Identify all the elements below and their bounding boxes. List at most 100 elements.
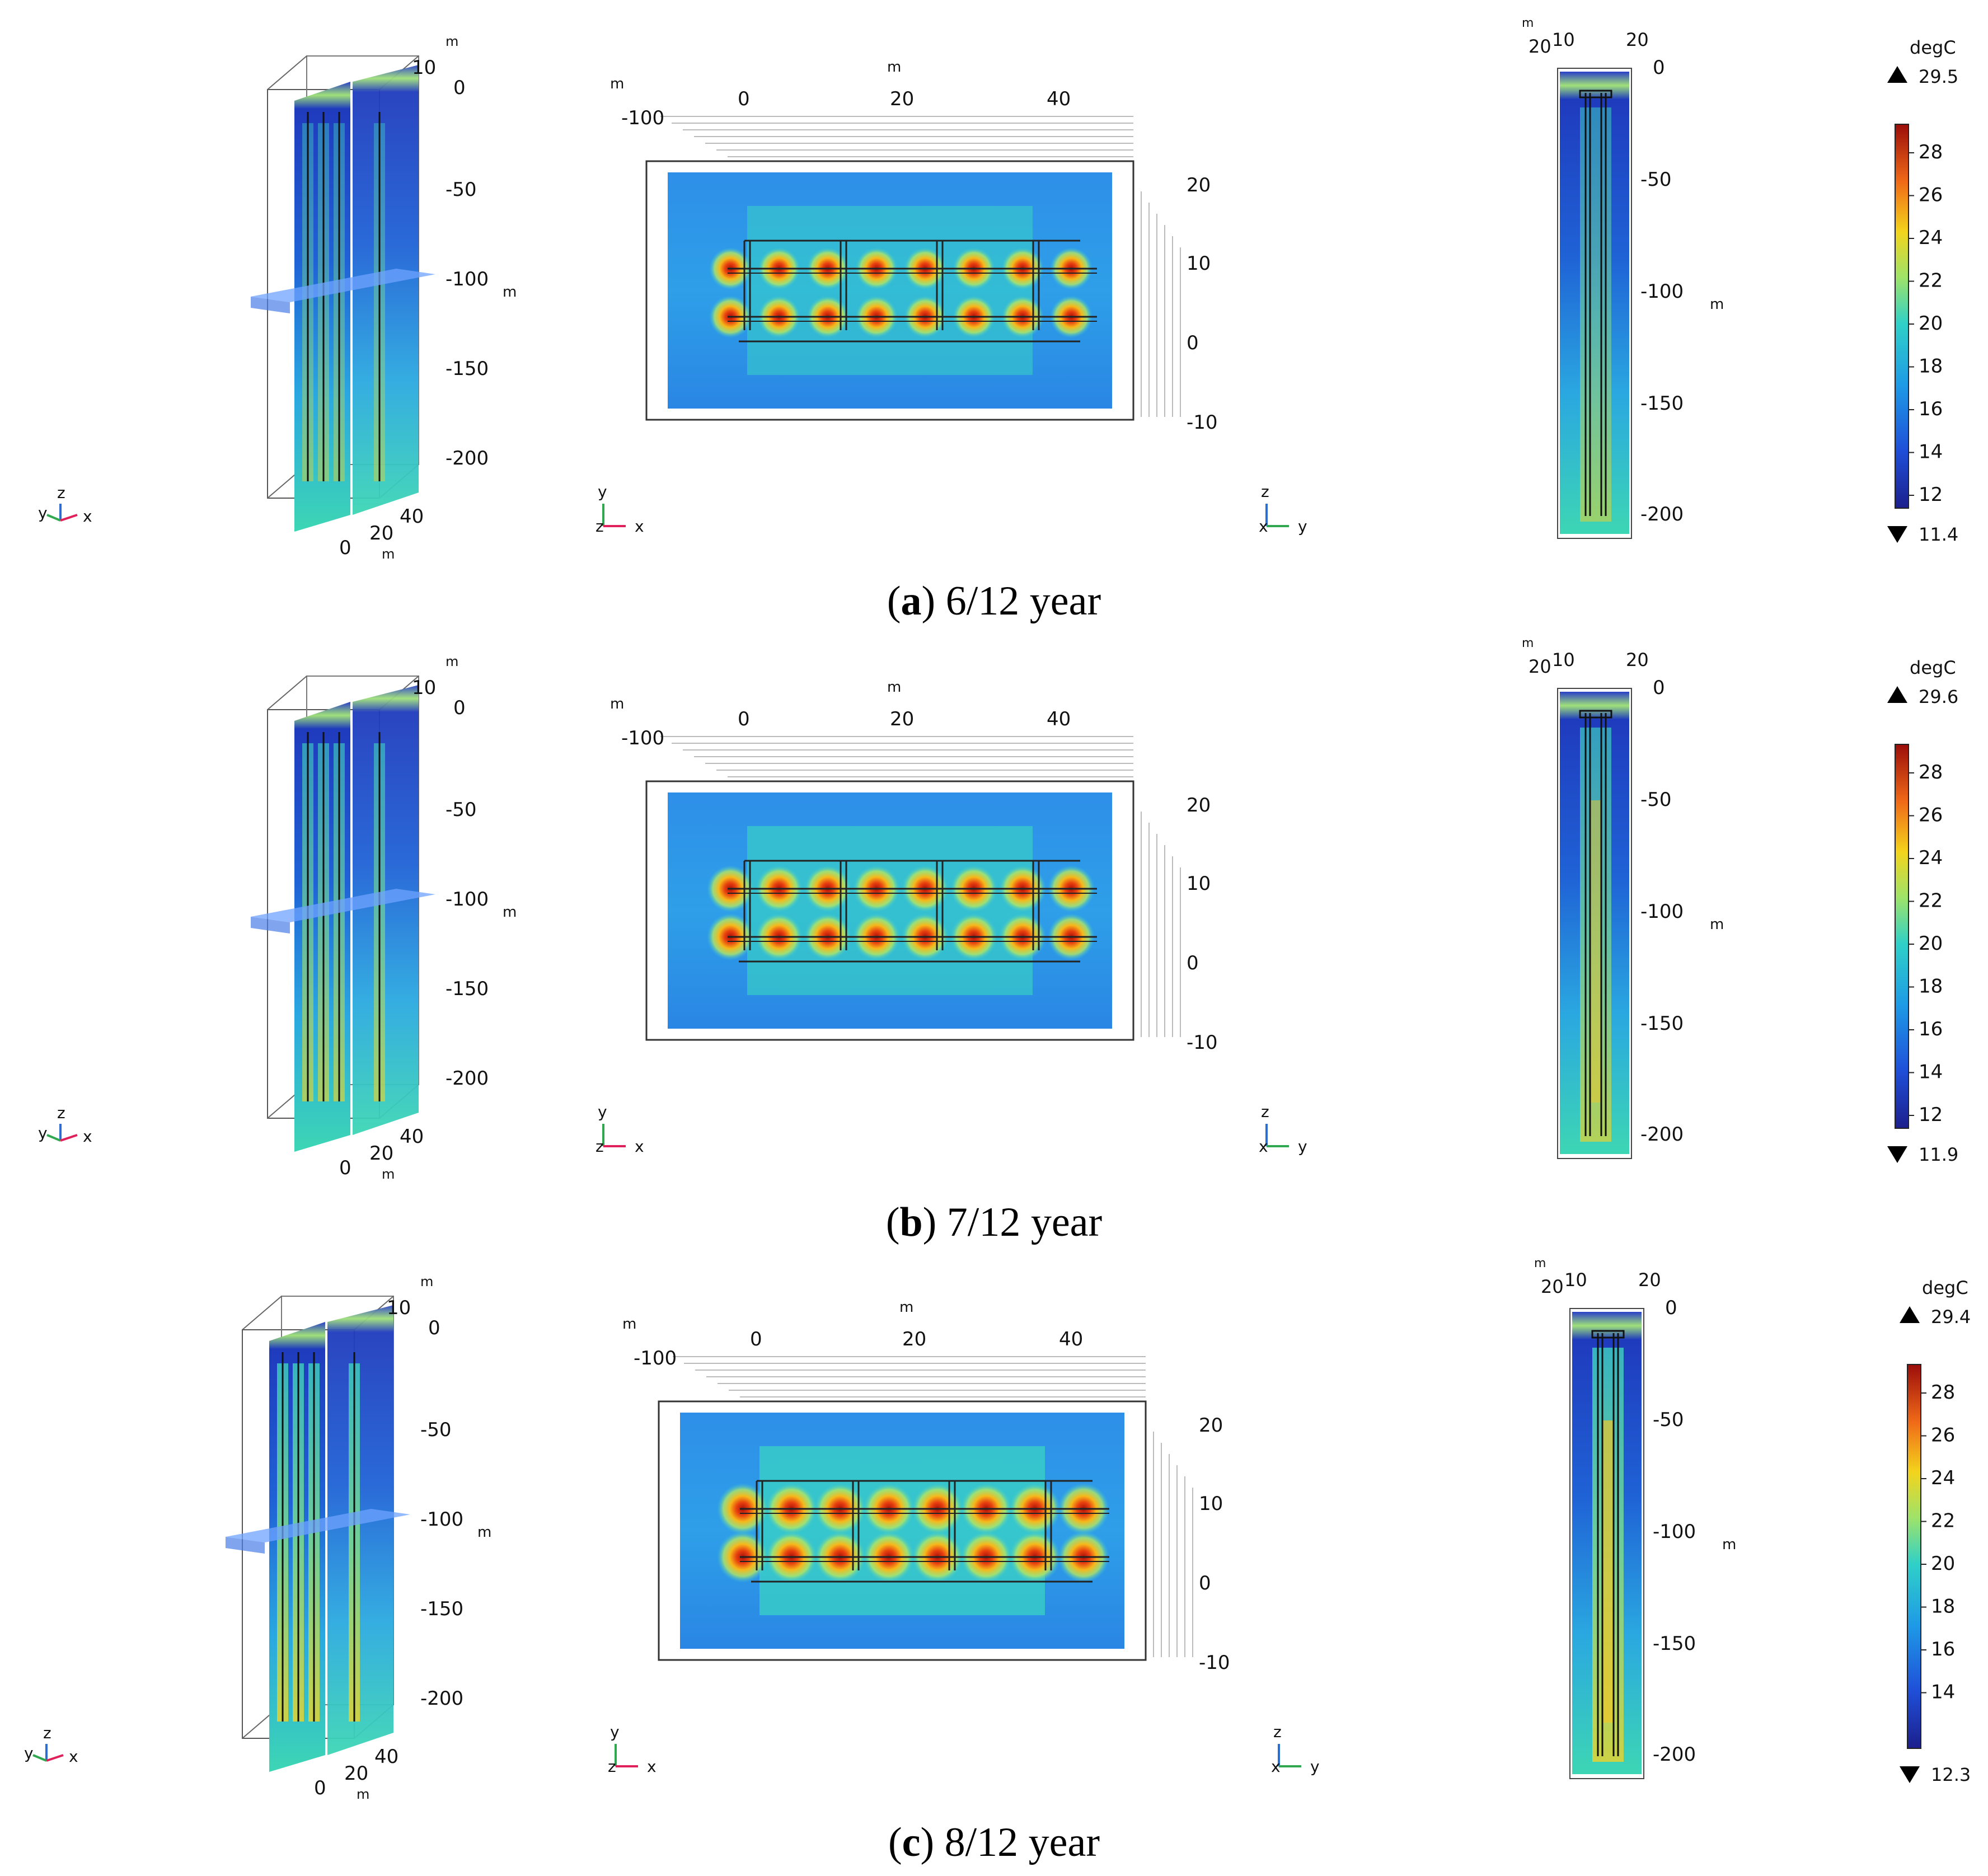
axis-triad-icon: zx y xyxy=(1259,482,1307,536)
iso-tick-label: 0 xyxy=(339,537,351,559)
colorbar: degC 29.5 28 26 24 22 20 18 16 14 12 11.4 xyxy=(1887,37,1958,545)
top-tick-label: 0 xyxy=(750,1328,762,1350)
colorbar-tick-label: 26 xyxy=(1931,1424,1955,1447)
side-unit-label: m xyxy=(1534,1256,1546,1270)
top-unit-label: m xyxy=(622,1316,636,1333)
iso-tick-label: -150 xyxy=(420,1598,463,1620)
triad-label: y xyxy=(1310,1757,1320,1776)
top-unit-label: m xyxy=(610,696,624,712)
panel-caption-a: (a) 6/12 year xyxy=(887,578,1101,624)
colorbar-gradient xyxy=(1895,124,1909,509)
top-tick-label: -100 xyxy=(621,107,664,129)
side-tick-label: 20 xyxy=(1638,1269,1661,1291)
side-tick-label: 20 xyxy=(1528,36,1551,57)
side-warm-core xyxy=(1580,107,1611,522)
caption-text: 8/12 year xyxy=(934,1819,1100,1865)
triad-x-axis xyxy=(60,514,78,522)
side-unit-label: m xyxy=(1522,636,1534,650)
iso-tick-label: 40 xyxy=(400,505,424,528)
top-tick-label: -100 xyxy=(634,1347,677,1370)
top-tick-label: 20 xyxy=(902,1328,926,1350)
triad-label: y xyxy=(598,1103,607,1121)
colorbar-tick-label: 24 xyxy=(1931,1467,1955,1489)
side-tick-label: 0 xyxy=(1653,57,1665,79)
top-unit-label: m xyxy=(899,1299,913,1316)
iso-slice-xy-edge xyxy=(226,1537,265,1554)
triad-label: z xyxy=(1261,1103,1269,1121)
iso-tick-label: 40 xyxy=(400,1125,424,1148)
colorbar-tick-label: 26 xyxy=(1919,184,1943,207)
triad-label: x xyxy=(1271,1757,1281,1776)
colorbar-tick-label: 28 xyxy=(1919,141,1943,163)
top-warm-zone xyxy=(747,206,1033,375)
colorbar-tick-label: 12 xyxy=(1919,1104,1943,1126)
colorbar-tick-label: 16 xyxy=(1931,1638,1955,1661)
triad-y-axis xyxy=(46,1134,61,1142)
iso-unit-label: m xyxy=(357,1786,369,1802)
colorbar-tick-label: 18 xyxy=(1919,975,1943,998)
triad-label: y xyxy=(610,1723,620,1741)
colorbar-max-label: 29.5 xyxy=(1919,66,1958,87)
triad-label: x xyxy=(83,507,92,526)
triad-label: x xyxy=(635,1137,644,1156)
side-header-pipe xyxy=(1579,710,1612,719)
triad-y-axis xyxy=(46,514,61,522)
side-tick-label: 20 xyxy=(1626,29,1649,50)
side-tick-label: -200 xyxy=(1640,1123,1684,1146)
iso-box-edge xyxy=(242,1296,282,1330)
iso-tick-label: -50 xyxy=(446,179,477,201)
colorbar-tick-label: 26 xyxy=(1919,804,1943,827)
iso-box-edge xyxy=(267,55,307,90)
side-tick-label: -100 xyxy=(1653,1521,1696,1543)
top-tick-label: 20 xyxy=(890,88,914,110)
colorbar: degC 29.4 28 26 24 22 20 18 16 14 12.3 xyxy=(1900,1277,1971,1785)
top-tick-label: 0 xyxy=(1187,952,1199,974)
side-tick-label: 10 xyxy=(1564,1269,1587,1291)
top-xy-view: m m -100 0 20 40 20 10 0 -10 yz x xyxy=(596,59,1218,536)
iso-tick-label: 10 xyxy=(412,677,436,699)
colorbar-tick-label: 12 xyxy=(1919,484,1943,506)
top-xy-view: m m -100 0 20 40 20 10 0 -10 yz x xyxy=(608,1299,1230,1776)
iso-tick-label: -200 xyxy=(446,1067,489,1090)
top-unit-label: m xyxy=(610,76,624,92)
iso-tick-label: 0 xyxy=(428,1317,440,1339)
side-tick-label: 20 xyxy=(1541,1276,1564,1297)
iso-slice-xy xyxy=(226,1509,410,1542)
colorbar-tick-label: 14 xyxy=(1931,1681,1955,1704)
iso-unit-label: m xyxy=(420,1274,433,1289)
iso-tick-label: -200 xyxy=(420,1687,463,1710)
side-tick-label: -150 xyxy=(1640,392,1684,415)
top-tick-label: 20 xyxy=(1187,794,1211,817)
colorbar-tick-label: 20 xyxy=(1931,1553,1955,1575)
triad-label: z xyxy=(57,1104,65,1122)
colorbar-min-label: 12.3 xyxy=(1931,1764,1971,1785)
colorbar-tick-label: 18 xyxy=(1931,1596,1955,1618)
iso-tick-label: 0 xyxy=(339,1157,351,1179)
iso-tick-label: -100 xyxy=(446,268,489,290)
axis-triad-icon: yzx xyxy=(38,484,92,526)
iso-slice-yz xyxy=(327,1305,393,1755)
iso-tick-label: 10 xyxy=(387,1297,411,1319)
colorbar-tick-label: 18 xyxy=(1919,355,1943,378)
top-warm-zone xyxy=(747,826,1033,995)
iso-tick-label: -200 xyxy=(446,447,489,470)
top-tick-label: 0 xyxy=(738,708,750,730)
side-unit-label: m xyxy=(1710,296,1724,313)
caption-text: 7/12 year xyxy=(936,1199,1103,1245)
iso-tick-label: 20 xyxy=(369,1142,393,1165)
side-tick-label: 20 xyxy=(1626,649,1649,670)
top-tick-label: -10 xyxy=(1187,1031,1218,1054)
colorbar-tick-label: 14 xyxy=(1919,1061,1943,1084)
iso-tick-label: -50 xyxy=(446,799,477,821)
triad-label: z xyxy=(596,517,604,536)
panel-caption-b: (b) 7/12 year xyxy=(885,1199,1103,1245)
top-unit-label: m xyxy=(887,679,901,696)
colorbar-gradient xyxy=(1895,744,1909,1129)
iso-tick-label: 0 xyxy=(453,697,466,719)
top-tick-label: 20 xyxy=(1187,174,1211,196)
caption-letter: a xyxy=(901,578,922,624)
colorbar-tick-label: 22 xyxy=(1919,890,1943,912)
